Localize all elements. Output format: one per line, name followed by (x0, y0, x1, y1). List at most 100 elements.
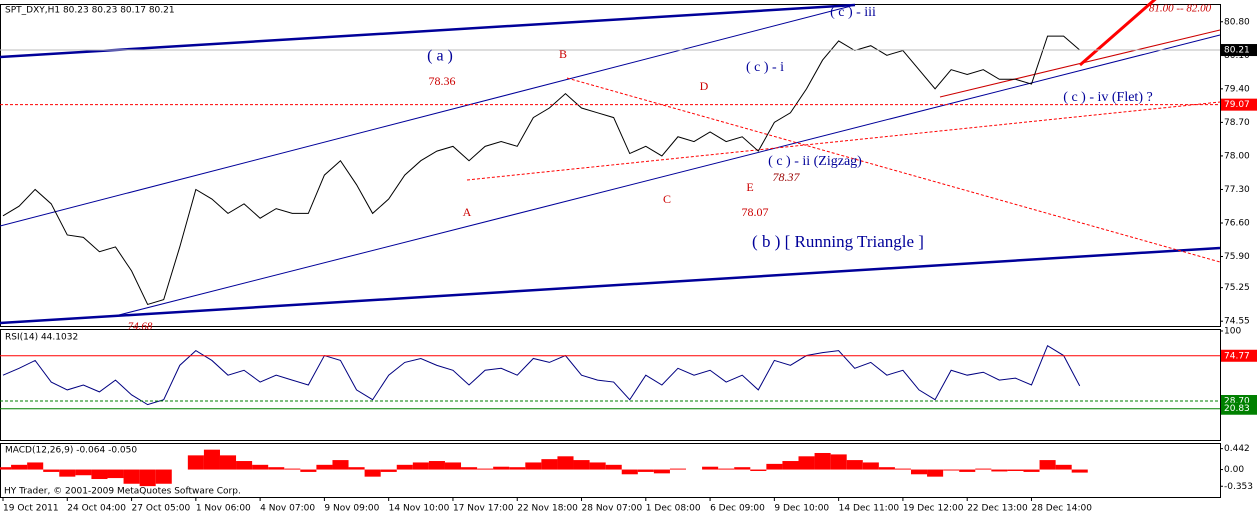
annotation: A (463, 205, 472, 219)
price-box (1221, 402, 1257, 415)
bar (605, 464, 622, 470)
bar (428, 461, 445, 470)
bar (1071, 469, 1088, 473)
annotation: 74.68 (128, 321, 153, 333)
annotation: B (559, 47, 567, 61)
bar (557, 456, 574, 470)
bar (702, 466, 719, 470)
bar (541, 459, 558, 470)
bar (734, 467, 751, 470)
y-tick-label: 0.00 (1224, 465, 1244, 475)
macd-title: MACD(12,26,9) -0.064 -0.050 (5, 446, 137, 456)
bar (380, 469, 397, 472)
bar (589, 462, 606, 470)
bar (461, 467, 478, 470)
bar (43, 469, 60, 472)
trend-line (466, 101, 1221, 181)
bar (621, 469, 638, 475)
rsi-panel (0, 329, 1221, 441)
annotation: 78.37 (773, 170, 801, 184)
bar (203, 449, 220, 470)
bar (284, 468, 301, 470)
bar (139, 469, 156, 487)
bar (798, 456, 815, 470)
price-label: 28.70 (1224, 397, 1250, 407)
bar (412, 462, 429, 470)
bar (669, 468, 687, 470)
annotation: 78.36 (429, 74, 456, 88)
bar (219, 455, 237, 470)
bar (718, 468, 735, 470)
bar (59, 469, 76, 477)
x-tick-label: 14 Nov 10:00 (389, 504, 450, 514)
price-label: 74.77 (1224, 351, 1250, 361)
bar (91, 469, 108, 480)
y-tick-label: 77.30 (1224, 185, 1250, 195)
bar (75, 469, 92, 476)
bar (0, 467, 12, 470)
bar (477, 468, 494, 470)
bar (959, 469, 976, 472)
annotation: ( c ) - iv (Flet) ? (1063, 90, 1152, 105)
x-tick-label: 28 Dec 14:00 (1031, 504, 1092, 514)
bar (493, 466, 510, 470)
bar (364, 469, 381, 477)
y-tick-label: 0.442 (1224, 444, 1250, 454)
bar (653, 469, 670, 474)
chart-title: SPT_DXY,H1 80.23 80.23 80.17 80.21 (5, 6, 175, 16)
annotation: ( a ) (427, 48, 453, 65)
bar (878, 467, 895, 470)
bar (300, 469, 317, 472)
x-tick-label: 17 Nov 17:00 (453, 504, 514, 514)
y-tick-label: 75.90 (1224, 252, 1250, 262)
annotation: ( c ) - iii (830, 5, 876, 20)
bar (750, 469, 767, 471)
annotation: D (700, 79, 709, 93)
annotation: 78.07 (742, 205, 769, 219)
bar (525, 462, 542, 470)
x-tick-label: 19 Oct 2011 (3, 504, 59, 514)
y-tick-label: 76.60 (1224, 218, 1250, 228)
bar (348, 467, 365, 470)
x-tick-label: 27 Oct 05:00 (132, 504, 191, 514)
x-tick-label: 19 Dec 12:00 (903, 504, 964, 514)
y-tick-label: 79.40 (1224, 84, 1250, 94)
bar (862, 462, 879, 470)
bar (814, 452, 831, 470)
footer: HY Trader, © 2001-2009 MetaQuotes Softwa… (4, 487, 241, 497)
trend-line (0, 3, 856, 59)
annotation: 81.00 -- 82.00 (1149, 3, 1212, 15)
bar (27, 462, 44, 470)
bar (927, 469, 944, 477)
price-label: 80.21 (1224, 46, 1250, 56)
bar (846, 460, 863, 470)
line (2, 35, 1081, 306)
bar (975, 468, 992, 470)
x-tick-label: 14 Dec 11:00 (839, 504, 900, 514)
annotation: ( c ) - i (746, 60, 784, 75)
x-tick-label: 9 Dec 10:00 (774, 504, 829, 514)
x-tick-label: 22 Dec 13:00 (967, 504, 1028, 514)
price-box (1221, 98, 1257, 111)
trend-line (114, 34, 1221, 317)
bar (637, 469, 654, 472)
bar (1023, 469, 1040, 472)
y-tick-label: 78.70 (1224, 118, 1250, 128)
trend-line (0, 4, 856, 227)
annotation: C (663, 192, 671, 206)
y-tick-label: 100 (1224, 326, 1241, 336)
x-tick-label: 9 Nov 09:00 (324, 504, 379, 514)
bar (268, 467, 285, 470)
bar (509, 467, 526, 470)
bar (236, 461, 253, 470)
annotation: ( c ) - ii (Zigzag) (768, 154, 862, 169)
bar (332, 460, 349, 470)
price-label: 20.83 (1224, 404, 1250, 414)
line (2, 344, 1081, 406)
x-tick-label: 1 Nov 06:00 (196, 504, 251, 514)
bar (1055, 464, 1072, 470)
bar (766, 463, 783, 470)
x-tick-label: 4 Nov 07:00 (260, 504, 315, 514)
rsi-title: RSI(14) 44.1032 (5, 333, 78, 343)
